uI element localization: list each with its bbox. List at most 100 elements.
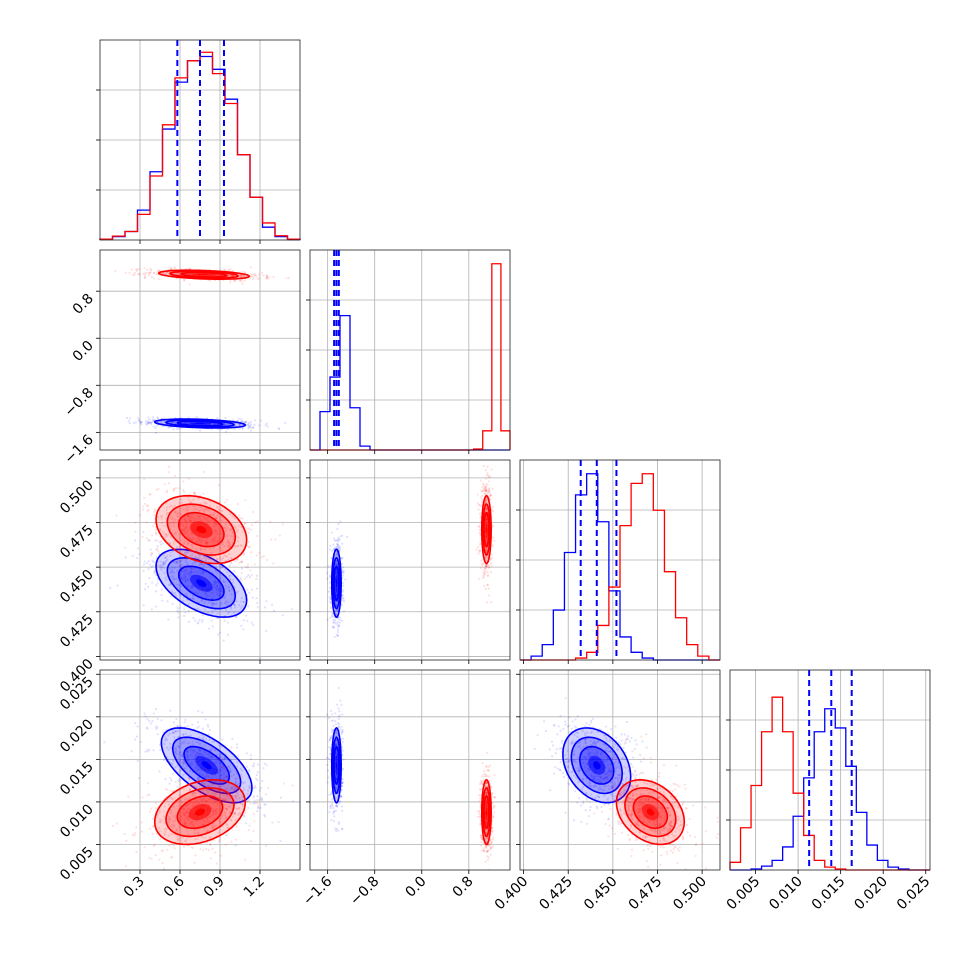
y-tick-label: 0.020 [57, 716, 97, 756]
grid-lines [310, 250, 510, 450]
x-axis-1: −1.6 −0.8 0.0 0.8 [300, 870, 477, 909]
contour-line [160, 727, 253, 804]
x-tick-label: 0.010 [766, 874, 806, 914]
x-tick-label: −0.8 [347, 874, 382, 909]
contour-line [177, 565, 225, 602]
x-axis-2: 0.400 0.425 0.450 0.475 0.500 [492, 870, 710, 913]
density-peak [199, 274, 209, 276]
scatter-panel-3-0 [99, 669, 301, 871]
contour-line [482, 787, 491, 838]
scatter-content [109, 465, 294, 660]
contour-line [333, 565, 340, 602]
x-tick-label: 0.025 [894, 874, 934, 914]
x-tick-label: 0.475 [626, 874, 666, 914]
x-tick-label: 0.425 [536, 874, 576, 914]
scatter-content [325, 686, 497, 870]
contour-line [332, 556, 341, 610]
density-peak [646, 808, 655, 816]
panel-frame [99, 249, 301, 451]
diag-x-ticks [327, 450, 470, 454]
contour-line [183, 745, 231, 785]
inner-y-ticks [306, 477, 310, 657]
x-tick-label: 0.500 [670, 874, 710, 914]
diag-x-ticks [139, 240, 261, 244]
density-peak [196, 525, 207, 534]
inner-y-ticks [516, 673, 520, 845]
panel-frame [99, 459, 301, 661]
contour-line [169, 270, 239, 279]
histogram-panel-2 [516, 459, 721, 661]
sample-points [111, 752, 294, 870]
x-tick-label: 0.015 [809, 874, 849, 914]
scatter-panel-3-2 [519, 669, 721, 871]
x-axis-3: 0.005 0.010 0.015 0.020 0.025 [724, 870, 934, 913]
panel-frame [99, 39, 301, 241]
contour-line [481, 494, 493, 565]
contour-line [331, 548, 343, 618]
contour-line [483, 511, 490, 548]
density-peak [486, 525, 487, 534]
contour-line [165, 419, 236, 428]
contour-line [578, 745, 615, 785]
inner-x-ticks [139, 450, 261, 454]
panel-frame [309, 459, 511, 661]
panel-frame [519, 459, 721, 661]
y-tick-label: 0.500 [57, 477, 97, 517]
red-histogram-line [729, 696, 930, 871]
inner-x-ticks [327, 660, 470, 664]
blue-histogram-line [310, 314, 510, 451]
contour-line [624, 787, 677, 838]
grid-lines [310, 670, 510, 870]
x-tick-label: 0.9 [201, 874, 228, 901]
x-tick-label: −1.6 [300, 873, 335, 908]
contour-line [165, 787, 235, 838]
contour-line [153, 778, 247, 846]
scatter-content [325, 464, 496, 639]
contour-line [333, 745, 340, 785]
contour-line [177, 511, 225, 548]
y-tick-label: 0.0 [70, 338, 97, 365]
x-tick-label: 0.6 [161, 873, 188, 900]
x-tick-label: 0.020 [851, 874, 891, 914]
x-tick-label: 0.8 [450, 874, 477, 901]
density-peak [336, 579, 337, 587]
contour-line [155, 548, 248, 618]
y-tick-label: 0.010 [57, 801, 97, 841]
scatter-panel-3-1 [309, 669, 511, 871]
y-tick-label: 0.450 [57, 567, 97, 607]
x-tick-label: 0.3 [121, 874, 148, 901]
contour-line [482, 503, 491, 556]
scatter-panel-1-0 [99, 249, 301, 451]
density-peak [195, 808, 205, 816]
density-peak [593, 761, 601, 770]
y-tick-label: 0.005 [57, 844, 97, 884]
x-tick-label: 0.005 [724, 874, 764, 914]
density-peak [336, 761, 337, 770]
y-tick-label: 0.425 [57, 611, 97, 651]
inner-y-ticks [306, 673, 310, 845]
contour-line [153, 418, 247, 429]
y-tick-label: −0.8 [61, 385, 96, 420]
panel-frame [309, 249, 511, 451]
x-tick-label: 0.450 [581, 874, 621, 914]
blue-histogram-line [730, 708, 930, 871]
contour-line [331, 727, 343, 804]
scatter-panel-2-0 [99, 459, 301, 661]
x-tick-label: 1.2 [241, 874, 268, 901]
contour-line [166, 503, 237, 556]
contour-line [157, 269, 251, 280]
x-tick-label: 0.0 [403, 874, 430, 901]
contour-line [171, 736, 242, 795]
contour-line [562, 727, 632, 804]
density-peak [195, 423, 205, 424]
red-histogram-line [99, 51, 301, 240]
contour-line [632, 795, 669, 830]
density-peak [486, 808, 487, 816]
panel-frame [99, 669, 301, 871]
histogram-panel-0 [96, 39, 301, 241]
histogram-panel-1 [306, 249, 511, 451]
histogram-panel-3 [726, 669, 931, 871]
y-tick-label: 0.015 [57, 759, 97, 799]
